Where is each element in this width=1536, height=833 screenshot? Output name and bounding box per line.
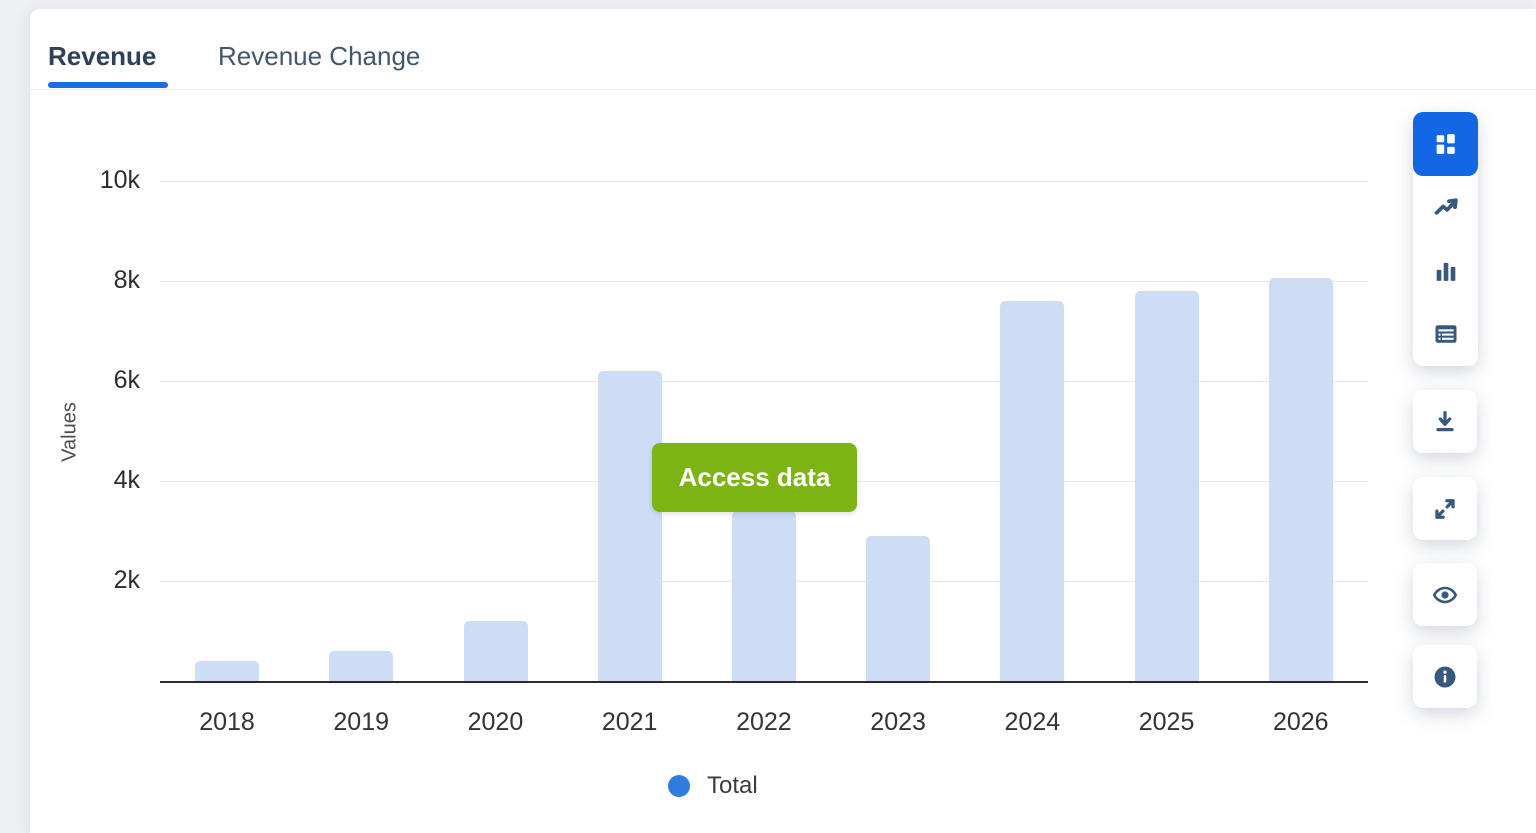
bar-2024[interactable] xyxy=(1000,301,1065,681)
info-icon xyxy=(1431,663,1459,691)
grid-view-button[interactable] xyxy=(1413,112,1478,176)
x-tick-label: 2021 xyxy=(601,708,658,736)
tab-revenue[interactable]: Revenue xyxy=(48,41,157,71)
gridline xyxy=(160,381,1368,382)
access-data-button[interactable]: Access data xyxy=(652,443,857,512)
gridline xyxy=(160,181,1368,182)
x-tick-label: 2026 xyxy=(1272,708,1329,736)
bar-chart-button[interactable] xyxy=(1413,239,1478,303)
gridline xyxy=(160,281,1368,282)
bar-chart-icon xyxy=(1432,257,1460,285)
bar-2026[interactable] xyxy=(1268,278,1333,681)
grid-icon xyxy=(1432,130,1460,158)
bar-2025[interactable] xyxy=(1134,291,1199,681)
y-tick-label: 2k xyxy=(113,566,140,594)
table-icon xyxy=(1432,320,1460,348)
bar-2023[interactable] xyxy=(866,536,931,681)
y-tick-label: 8k xyxy=(113,266,140,294)
active-tab-indicator xyxy=(48,82,168,88)
chart-card: Revenue Revenue Change Values Access dat… xyxy=(30,9,1536,833)
expand-icon xyxy=(1431,495,1459,523)
line-chart-button[interactable] xyxy=(1413,176,1478,240)
tab-revenue-change[interactable]: Revenue Change xyxy=(218,41,421,71)
x-tick-label: 2022 xyxy=(736,708,792,736)
info-button[interactable] xyxy=(1413,645,1477,708)
bar-2021[interactable] xyxy=(597,371,662,681)
bar-chart: Values Access data Total 2k 4k 6k 8k 10k 2018… xyxy=(30,9,1536,833)
table-view-button[interactable] xyxy=(1413,303,1478,367)
legend: Total xyxy=(668,772,758,800)
x-tick-label: 2024 xyxy=(1004,708,1061,736)
x-axis-line xyxy=(160,681,1368,683)
expand-button[interactable] xyxy=(1413,477,1477,540)
y-axis-title: Values xyxy=(58,402,81,462)
bar-2020[interactable] xyxy=(463,621,528,681)
x-tick-label: 2019 xyxy=(333,708,390,736)
x-tick-label: 2025 xyxy=(1138,708,1195,736)
y-tick-label: 6k xyxy=(113,366,140,394)
eye-icon xyxy=(1431,581,1459,609)
bar-2018[interactable] xyxy=(195,661,260,681)
visibility-button[interactable] xyxy=(1413,563,1477,626)
legend-label-total: Total xyxy=(707,772,758,799)
download-icon xyxy=(1431,408,1459,436)
chart-type-toolbar xyxy=(1413,112,1478,366)
legend-marker-total xyxy=(668,775,690,797)
x-tick-label: 2018 xyxy=(199,708,255,736)
download-button[interactable] xyxy=(1413,390,1477,453)
line-chart-icon xyxy=(1432,193,1460,221)
x-tick-label: 2020 xyxy=(467,708,524,736)
bar-2022[interactable] xyxy=(732,511,796,681)
y-tick-label: 4k xyxy=(113,466,140,494)
tab-bar: Revenue Revenue Change xyxy=(30,9,1536,90)
x-tick-label: 2023 xyxy=(870,708,926,736)
bar-2019[interactable] xyxy=(329,651,394,681)
y-tick-label: 10k xyxy=(99,166,140,194)
